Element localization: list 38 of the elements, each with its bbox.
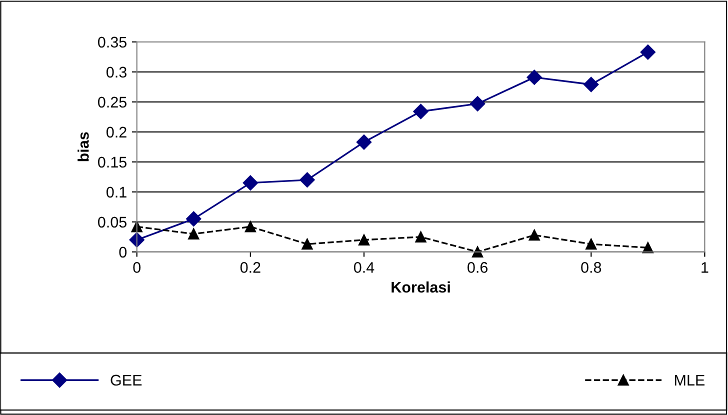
point — [526, 70, 542, 85]
x-tick-label: 0.2 — [240, 262, 260, 273]
point — [472, 246, 484, 258]
y-tick-label: 0 — [119, 246, 127, 258]
x-tick-label: 0.4 — [354, 262, 374, 273]
x-tick-label: 0 — [133, 262, 141, 273]
point — [640, 44, 656, 60]
y-tick-label: 0.35 — [98, 36, 127, 48]
point — [642, 242, 654, 254]
y-tick-label: 0.1 — [106, 186, 126, 198]
point — [413, 104, 428, 120]
y-tick-label: 0.25 — [98, 96, 127, 108]
legend-label: GEE — [110, 374, 142, 386]
point — [358, 234, 370, 246]
point — [242, 175, 258, 190]
y-tick-label: 0.05 — [98, 216, 127, 228]
point — [129, 232, 144, 248]
x-axis-title: Korelasi — [392, 281, 450, 293]
x-tick-label: 0.6 — [468, 262, 488, 273]
point — [302, 238, 313, 250]
point — [356, 134, 372, 150]
y-tick-label: 0.2 — [106, 126, 126, 138]
x-tick-label: 1 — [702, 262, 708, 273]
x-tick-label: 0.8 — [581, 262, 602, 273]
point — [131, 221, 142, 232]
legend-label: MLE — [674, 374, 704, 386]
point — [244, 221, 256, 232]
point — [188, 228, 200, 240]
point — [300, 172, 315, 188]
point — [586, 238, 597, 250]
y-tick-label: 0.15 — [98, 156, 127, 168]
y-tick-label: 0.3 — [106, 66, 126, 78]
y-axis-title: bias — [78, 132, 89, 162]
point — [528, 230, 540, 241]
point — [584, 76, 599, 92]
point — [470, 96, 486, 112]
point — [415, 231, 426, 242]
point — [186, 211, 202, 226]
